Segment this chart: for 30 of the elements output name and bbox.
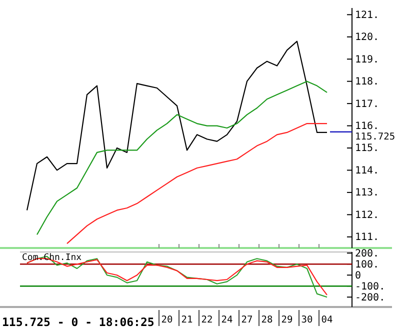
x-tick-label: 04 xyxy=(321,314,333,326)
y-tick-label: 118. xyxy=(355,76,380,88)
x-tick-label: 21 xyxy=(181,314,193,326)
y-tick-label: 116. xyxy=(355,120,380,132)
y-tick-label: 120. xyxy=(355,32,380,44)
y-tick-label: -200. xyxy=(355,292,386,304)
text: 115.725 - 0 - 18:06:25 xyxy=(2,315,154,329)
line-series xyxy=(26,40,328,211)
x-tick-label: 27 xyxy=(241,314,253,326)
y-tick-label: -100. xyxy=(355,281,386,292)
x-tick-label: 22 xyxy=(201,314,213,326)
x-tick-label: 30 xyxy=(301,314,313,326)
line-series xyxy=(36,80,328,236)
x-tick-label: 29 xyxy=(281,314,293,326)
x-tick-label: 20 xyxy=(161,314,173,326)
y-tick-label: 113. xyxy=(355,188,380,199)
y-tick-label: 200. xyxy=(355,248,380,260)
y-tick-label: 119. xyxy=(355,54,380,66)
x-tick-label: 24 xyxy=(221,314,233,326)
y-tick-label: 115. xyxy=(355,143,380,154)
y-tick-label: 121. xyxy=(355,10,380,21)
y-tick-label: 112. xyxy=(355,210,380,221)
y-tick-label: 0 xyxy=(355,270,362,282)
y-tick-label: 111. xyxy=(355,232,380,244)
y-tick-label: 117. xyxy=(355,98,380,110)
x-tick-label: 28 xyxy=(261,314,273,326)
y-tick-label: 114. xyxy=(355,165,380,176)
ref-line-label: 115.725 xyxy=(355,131,396,142)
y-tick-label: 100. xyxy=(355,259,380,270)
line-series xyxy=(66,123,328,244)
